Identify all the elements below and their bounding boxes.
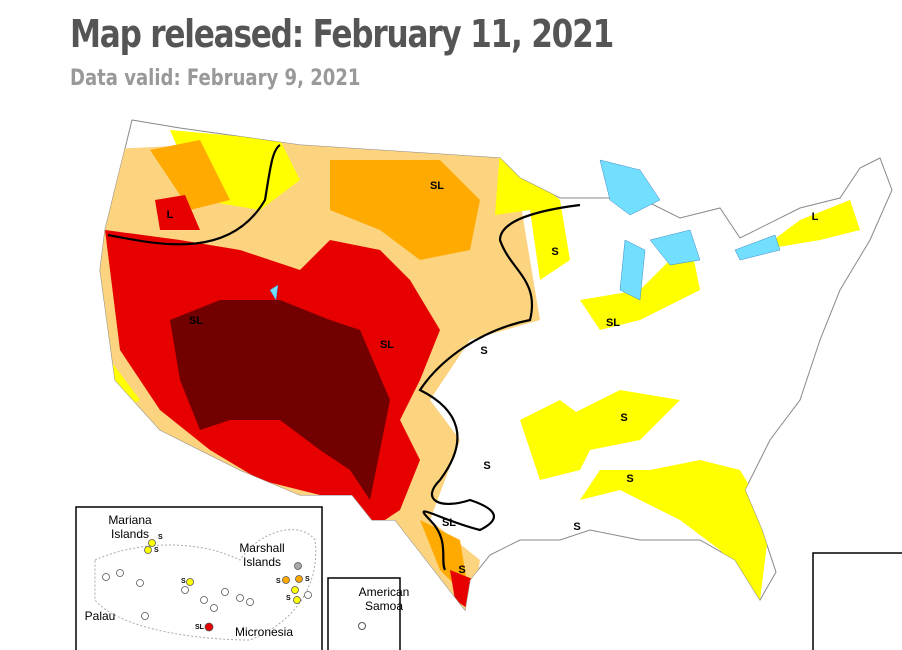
impact-label: S — [458, 564, 465, 576]
island-impact: SL — [195, 624, 205, 631]
island-impact: S — [286, 595, 291, 602]
impact-label: L — [167, 209, 174, 221]
impact-label: S — [480, 345, 487, 357]
inset-label: Islands — [243, 555, 281, 569]
impact-label: L — [812, 211, 819, 223]
island-impact: S — [276, 578, 281, 585]
impact-label: SL — [189, 315, 203, 327]
island-marker — [358, 622, 366, 630]
island-impact: S — [158, 534, 163, 541]
lakes — [269, 159, 781, 301]
d4-area — [170, 300, 390, 500]
island-markers — [102, 539, 312, 632]
island-impact: S — [154, 547, 159, 554]
inset-label: Mariana — [108, 513, 152, 527]
impact-label: SL — [606, 317, 620, 329]
samoa-inset — [327, 577, 401, 650]
impact-label: S — [626, 473, 633, 485]
drought-layers — [100, 130, 860, 610]
inset-label: Palau — [85, 609, 116, 623]
island-impact: S — [181, 578, 186, 585]
island-impact: S — [305, 576, 310, 583]
subtitle: Data valid: February 9, 2021 — [70, 66, 361, 91]
inset-label: Samoa — [365, 599, 403, 613]
d0-area — [100, 130, 860, 600]
impact-label: S — [573, 521, 580, 533]
title: Map released: February 11, 2021 — [70, 12, 614, 56]
impact-label: SL — [380, 339, 394, 351]
impact-labels: L SL L S SL SL S SL S S S SL S S — [167, 180, 819, 576]
inset-label: Micronesia — [235, 625, 293, 639]
impact-label: S — [620, 412, 627, 424]
impact-label: SL — [442, 517, 456, 529]
impact-label: S — [551, 246, 558, 258]
impact-label: SL — [430, 180, 444, 192]
inset-label: Islands — [111, 527, 149, 541]
puerto-rico-inset — [812, 552, 902, 650]
d2-area — [150, 140, 480, 600]
impact-label: S — [483, 460, 490, 472]
impact-boundaries — [107, 144, 581, 571]
inset-label: American — [359, 585, 410, 599]
inset-label: Marshall — [239, 541, 284, 555]
